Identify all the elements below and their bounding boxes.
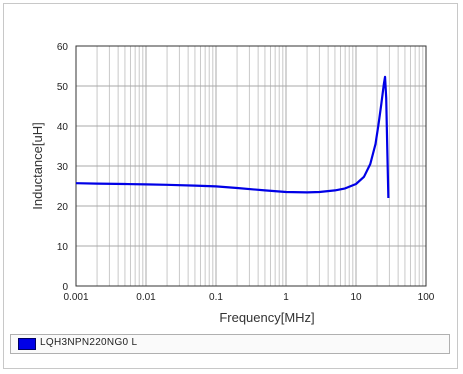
plot-border (75, 45, 427, 287)
x-tick-label: 0.01 (136, 292, 156, 303)
y-tick-label: 60 (57, 42, 69, 53)
y-tick-label: 40 (57, 122, 69, 133)
x-tick-label: 0.001 (63, 292, 88, 303)
y-axis-title: Inductance[uH] (30, 122, 45, 209)
legend-label: LQH3NPN220NG0 L (40, 337, 138, 348)
tick-labels: 0.001 0.01 0.1 1 10 100 0 10 20 30 40 50 60 (57, 42, 435, 303)
legend-swatch (18, 338, 36, 350)
x-tick-label: 100 (418, 292, 435, 303)
x-tick-label: 1 (283, 292, 289, 303)
x-tick-label: 0.1 (209, 292, 223, 303)
x-axis-title: Frequency[MHz] (219, 310, 314, 325)
grid (75, 45, 426, 287)
y-tick-label: 30 (57, 162, 69, 173)
y-tick-label: 10 (57, 242, 69, 253)
series-line (75, 75, 390, 199)
y-tick-label: 0 (62, 282, 68, 293)
y-tick-label: 20 (57, 202, 69, 213)
y-tick-label: 50 (57, 82, 69, 93)
x-tick-label: 10 (350, 292, 362, 303)
series-layer (75, 75, 390, 199)
legend (10, 334, 450, 354)
